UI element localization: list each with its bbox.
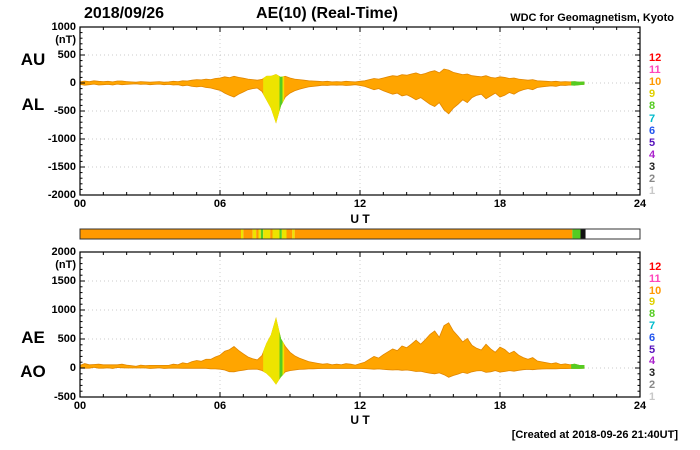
legend-station-count: 12 xyxy=(649,261,662,273)
legend-station-count: 5 xyxy=(649,136,656,149)
x-axis-label: U T xyxy=(350,413,370,427)
y-tick-label: -1500 xyxy=(47,161,76,173)
y-tick-label: -500 xyxy=(53,391,76,403)
y-tick-label: 1000 xyxy=(51,21,76,33)
label-au: AU xyxy=(20,50,46,69)
legend-station-count: 6 xyxy=(649,124,656,137)
legend-station-count: 10 xyxy=(649,284,662,297)
legend-station-count: 6 xyxy=(649,331,656,344)
y-tick-label: 0 xyxy=(69,77,76,89)
legend-station-count: 1 xyxy=(649,185,656,198)
legend-station-count: 2 xyxy=(649,173,656,185)
y-tick-label: 1000 xyxy=(51,304,76,316)
legend-station-count: 9 xyxy=(649,296,656,309)
y-tick-label: -500 xyxy=(53,105,76,117)
plot-date: 2018/09/26 xyxy=(84,5,165,22)
x-tick-label: 06 xyxy=(213,198,227,210)
x-tick-label: 18 xyxy=(493,198,507,210)
label-ae: AE xyxy=(21,328,45,347)
legend-station-count: 5 xyxy=(649,343,656,356)
x-tick-label: 12 xyxy=(353,198,367,210)
legend-station-count: 4 xyxy=(649,355,656,368)
y-tick-label: -1000 xyxy=(47,133,76,145)
x-tick-label: 18 xyxy=(493,400,507,412)
legend-station-count: 10 xyxy=(649,76,662,89)
y-tick-label: 500 xyxy=(57,49,76,61)
legend-station-count: 11 xyxy=(649,64,661,77)
source-label: WDC for Geomagnetism, Kyoto xyxy=(510,12,674,24)
x-tick-label: 00 xyxy=(73,198,87,210)
legend-station-count: 8 xyxy=(649,100,656,113)
x-tick-label: 12 xyxy=(353,400,367,412)
x-tick-label: 24 xyxy=(633,400,647,412)
legend-station-count: 3 xyxy=(649,367,656,380)
y-tick-label: -2000 xyxy=(47,189,76,201)
legend-station-count: 7 xyxy=(649,112,656,125)
legend-station-count: 12 xyxy=(649,52,662,64)
y-tick-label: 0 xyxy=(69,362,76,374)
axis-unit-label: (nT) xyxy=(55,259,76,271)
page-title: AE(10) (Real-Time) xyxy=(256,5,398,22)
legend-station-count: 4 xyxy=(649,148,656,161)
label-ao: AO xyxy=(20,362,46,381)
y-tick-label: 1500 xyxy=(51,275,76,287)
legend-station-count: 3 xyxy=(649,160,656,173)
legend-station-count: 8 xyxy=(649,308,656,321)
created-at-label: [Created at 2018-09-26 21:40UT] xyxy=(511,429,678,441)
x-tick-label: 06 xyxy=(213,400,227,412)
legend-station-count: 2 xyxy=(649,379,656,391)
axis-unit-label: (nT) xyxy=(55,34,76,46)
x-axis-label: U T xyxy=(350,212,370,226)
label-al: AL xyxy=(21,95,45,114)
x-tick-label: 00 xyxy=(73,400,87,412)
x-tick-label: 24 xyxy=(633,198,647,210)
y-tick-label: 2000 xyxy=(51,246,76,258)
legend-station-count: 9 xyxy=(649,88,656,101)
legend-station-count: 11 xyxy=(649,272,661,285)
y-tick-label: 500 xyxy=(57,333,76,345)
legend-station-count: 1 xyxy=(649,390,656,403)
legend-station-count: 7 xyxy=(649,320,656,332)
